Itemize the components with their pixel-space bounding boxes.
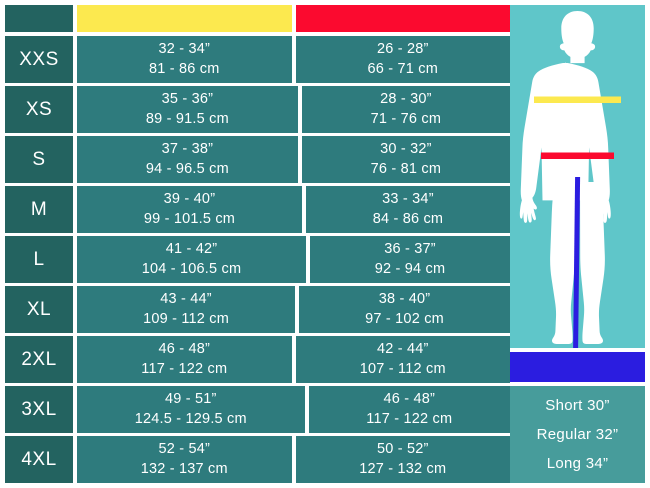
table-row: XXS 32 - 34” 81 - 86 cm 26 - 28” 66 - 71… <box>5 36 510 83</box>
chest-cm: 81 - 86 cm <box>149 60 220 77</box>
table-row: XL 43 - 44” 109 - 112 cm 38 - 40” 97 - 1… <box>5 286 510 333</box>
size-cell: L <box>5 236 73 283</box>
chest-cell: 52 - 54” 132 - 137 cm <box>77 436 292 483</box>
table-row: M 39 - 40” 99 - 101.5 cm 33 - 34” 84 - 8… <box>5 186 511 233</box>
chest-cell: 37 - 38” 94 - 96.5 cm <box>77 136 298 183</box>
waist-inches: 36 - 37” <box>384 241 436 258</box>
size-label: S <box>32 149 46 170</box>
size-cell: 2XL <box>5 336 73 383</box>
waist-inches: 42 - 44” <box>376 341 429 358</box>
size-cell: XL <box>5 286 73 333</box>
waist-cm: 84 - 86 cm <box>372 210 444 227</box>
waist-cm: 107 - 112 cm <box>359 360 446 377</box>
size-cell: 4XL <box>5 436 73 483</box>
waist-cell: 33 - 34” 84 - 86 cm <box>305 186 511 233</box>
waist-inches: 30 - 32” <box>380 141 432 158</box>
waist-inches: 26 - 28” <box>376 41 429 58</box>
chest-cm: 89 - 91.5 cm <box>145 110 229 127</box>
chest-cm: 109 - 112 cm <box>143 310 230 327</box>
size-label: 4XL <box>21 449 57 470</box>
chest-inches: 43 - 44” <box>160 291 212 308</box>
chest-cell: 43 - 44” 109 - 112 cm <box>77 286 296 333</box>
waist-cm: 76 - 81 cm <box>370 160 442 177</box>
waist-cell: 50 - 52” 127 - 132 cm <box>295 436 510 483</box>
waist-cell: 36 - 37” 92 - 94 cm <box>310 236 510 283</box>
size-label: L <box>33 249 45 270</box>
size-label: M <box>30 199 48 220</box>
chest-inches: 32 - 34” <box>158 41 211 58</box>
chest-cm: 124.5 - 129.5 cm <box>134 410 247 427</box>
waist-inches: 50 - 52” <box>376 441 429 458</box>
size-label: 2XL <box>21 349 57 370</box>
figure-stage <box>510 5 645 348</box>
inseam-measure-line <box>573 176 581 348</box>
waist-cell: 28 - 30” 71 - 76 cm <box>301 86 510 133</box>
waist-measure-line <box>541 152 614 159</box>
table-row: 2XL 46 - 48” 117 - 122 cm 42 - 44” 107 -… <box>5 336 510 383</box>
table-row: 4XL 52 - 54” 132 - 137 cm 50 - 52” 127 -… <box>5 436 510 483</box>
inseam-option-regular: Regular 32” <box>536 425 619 443</box>
chest-cell: 41 - 42” 104 - 106.5 cm <box>77 236 307 283</box>
waist-inches: 28 - 30” <box>380 91 432 108</box>
waist-cm: 71 - 76 cm <box>370 110 442 127</box>
size-label: XXS <box>19 49 59 70</box>
header-chest-colorbar <box>77 5 292 32</box>
inseam-option-short: Short 30” <box>545 396 610 414</box>
waist-cm: 127 - 132 cm <box>359 460 447 477</box>
chest-cm: 117 - 122 cm <box>141 360 228 377</box>
inseam-legend: Short 30” Regular 32” Long 34” <box>510 386 645 483</box>
chest-cm: 99 - 101.5 cm <box>143 210 236 227</box>
size-cell: S <box>5 136 73 183</box>
chest-inches: 46 - 48” <box>158 341 211 358</box>
size-label: 3XL <box>21 399 57 420</box>
chest-cell: 39 - 40” 99 - 101.5 cm <box>77 186 302 233</box>
chest-inches: 35 - 36” <box>161 91 214 108</box>
waist-cell: 46 - 48” 117 - 122 cm <box>308 386 510 433</box>
size-cell: XXS <box>5 36 73 83</box>
chest-cell: 32 - 34” 81 - 86 cm <box>77 36 292 83</box>
chest-cm: 104 - 106.5 cm <box>141 260 242 277</box>
chest-inches: 41 - 42” <box>165 241 218 258</box>
waist-cm: 92 - 94 cm <box>374 260 446 277</box>
chest-cell: 49 - 51” 124.5 - 129.5 cm <box>77 386 305 433</box>
size-label: XS <box>25 99 53 120</box>
chest-inches: 39 - 40” <box>163 191 216 208</box>
inseam-colorbar <box>510 352 645 382</box>
size-cell: M <box>5 186 73 233</box>
table-row: S 37 - 38” 94 - 96.5 cm 30 - 32” 76 - 81… <box>5 136 510 183</box>
chest-inches: 49 - 51” <box>164 391 217 408</box>
table-row: 3XL 49 - 51” 124.5 - 129.5 cm 46 - 48” 1… <box>5 386 510 433</box>
waist-cell: 26 - 28” 66 - 71 cm <box>295 36 510 83</box>
size-cell: XS <box>5 86 73 133</box>
waist-cm: 66 - 71 cm <box>367 60 438 77</box>
chest-cm: 94 - 96.5 cm <box>145 160 229 177</box>
size-label: XL <box>26 299 52 320</box>
chest-cell: 35 - 36” 89 - 91.5 cm <box>77 86 298 133</box>
chest-measure-line <box>534 96 621 103</box>
waist-inches: 46 - 48” <box>383 391 436 408</box>
size-cell: 3XL <box>5 386 73 433</box>
waist-cell: 30 - 32” 76 - 81 cm <box>301 136 510 183</box>
waist-cm: 117 - 122 cm <box>366 410 453 427</box>
table-row: L 41 - 42” 104 - 106.5 cm 36 - 37” 92 - … <box>5 236 510 283</box>
header-waist-colorbar <box>295 5 510 32</box>
male-body-silhouette-icon <box>519 11 621 348</box>
chest-inches: 52 - 54” <box>158 441 211 458</box>
chest-cell: 46 - 48” 117 - 122 cm <box>77 336 292 383</box>
table-row: XS 35 - 36” 89 - 91.5 cm 28 - 30” 71 - 7… <box>5 86 510 133</box>
inseam-option-long: Long 34” <box>546 455 609 473</box>
chest-cm: 132 - 137 cm <box>140 460 228 477</box>
measurement-guide-panel: Short 30” Regular 32” Long 34” <box>510 0 650 488</box>
size-table: XXS 32 - 34” 81 - 86 cm 26 - 28” 66 - 71… <box>5 5 511 483</box>
header-size-cell <box>5 5 73 32</box>
waist-inches: 38 - 40” <box>378 291 431 308</box>
table-header-row <box>5 5 510 32</box>
waist-inches: 33 - 34” <box>382 191 434 208</box>
waist-cm: 97 - 102 cm <box>365 310 444 327</box>
waist-cell: 42 - 44” 107 - 112 cm <box>295 336 510 383</box>
waist-cell: 38 - 40” 97 - 102 cm <box>299 286 510 333</box>
chest-inches: 37 - 38” <box>161 141 214 158</box>
